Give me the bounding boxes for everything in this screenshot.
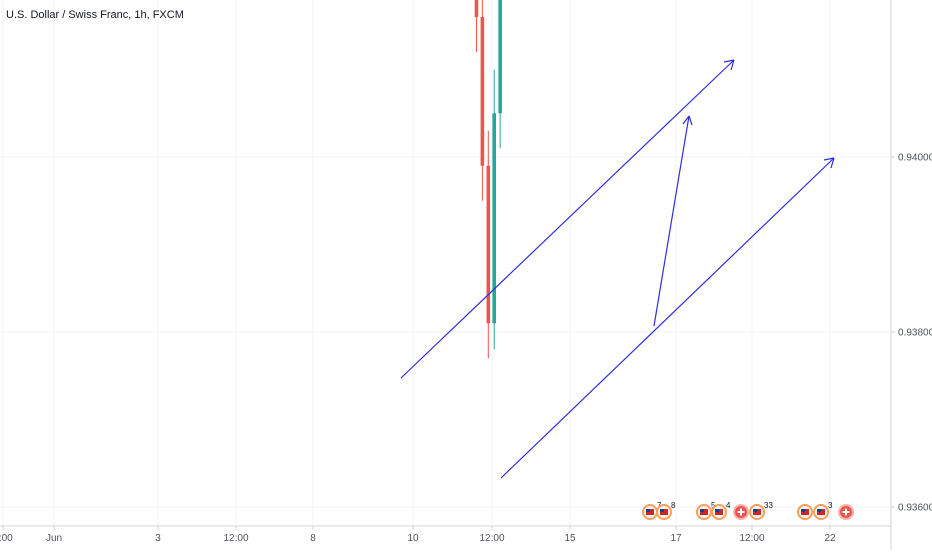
event-count: 8: [671, 501, 676, 510]
event-flag-canton: [715, 509, 719, 512]
time-tick-label: Jun: [46, 533, 62, 544]
time-tick-label: 17: [670, 533, 682, 544]
time-tick-label: 0:00: [0, 533, 13, 544]
price-axis: 0.966000.964000.962000.960000.958000.956…: [891, 153, 932, 514]
time-tick-label: 8: [310, 533, 316, 544]
event-flag-canton: [660, 509, 664, 512]
candles: [474, 0, 502, 359]
event-plus-cross: [737, 508, 745, 516]
time-tick-label: 12:00: [479, 533, 504, 544]
event-flag-canton: [646, 509, 650, 512]
candle-body: [492, 113, 496, 324]
time-tick-label: 22: [824, 533, 836, 544]
time-tick-label: 12:00: [223, 533, 248, 544]
channel-upper-line: [400, 59, 735, 379]
price-tick-label: 0.93600: [898, 503, 932, 514]
event-icons: 7 8 5 4 33 3: [642, 501, 854, 520]
event-flag-canton: [801, 509, 805, 512]
grid: [0, 0, 891, 526]
candle-body: [486, 165, 491, 324]
event-count: 5: [711, 501, 716, 510]
channel-upper-arrowhead: [723, 59, 735, 71]
chart-title: U.S. Dollar / Swiss Franc, 1h, FXCM: [6, 9, 184, 21]
event-count: 3: [828, 501, 833, 510]
candle-body: [498, 0, 502, 114]
candle-body: [480, 17, 485, 166]
time-tick-label: 12:00: [739, 533, 764, 544]
target-arrowhead: [682, 115, 693, 126]
time-tick-label: 15: [564, 533, 576, 544]
event-flag-canton: [700, 509, 704, 512]
event-flag-canton: [817, 509, 821, 512]
event-flag-canton: [753, 509, 757, 512]
target-arrow-line: [653, 115, 690, 327]
event-plus-cross: [842, 508, 850, 516]
price-tick-label: 0.94000: [898, 153, 932, 164]
event-count: 4: [726, 501, 731, 510]
time-tick-label: 10: [407, 533, 419, 544]
candle-body: [474, 0, 479, 17]
price-tick-label: 0.93800: [898, 328, 932, 339]
drawings: BUY AREA: [400, 59, 835, 479]
channel-lower-arrowhead: [823, 157, 835, 169]
time-tick-label: 3: [155, 533, 161, 544]
time-axis: 0:00 Jun 3 12:00 8 10 12:00 15 17 12:00 22: [0, 526, 836, 544]
event-count: 33: [764, 501, 773, 510]
channel-lower-line: [500, 157, 835, 479]
